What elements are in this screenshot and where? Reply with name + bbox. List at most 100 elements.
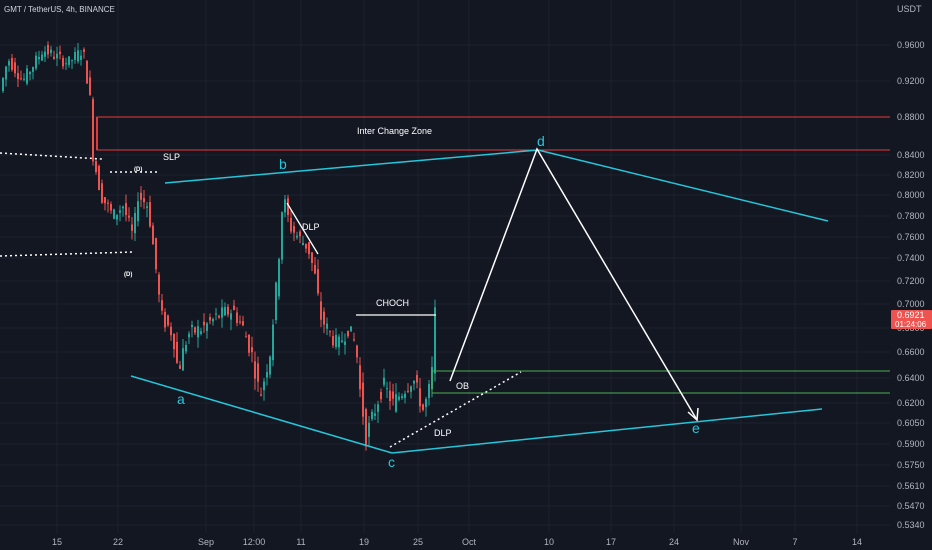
candle-body bbox=[116, 214, 118, 220]
candle-body bbox=[284, 199, 286, 213]
candle-body bbox=[422, 404, 424, 410]
grid bbox=[0, 0, 890, 533]
price-tick-label: 0.8400 bbox=[897, 150, 925, 160]
candle-body bbox=[428, 383, 430, 399]
candle-body bbox=[176, 341, 178, 363]
candle-body bbox=[179, 365, 181, 369]
candle-body bbox=[293, 226, 295, 233]
candle-body bbox=[248, 334, 250, 353]
candle-body bbox=[266, 372, 268, 378]
candle-body bbox=[356, 345, 358, 358]
candle-body bbox=[332, 336, 334, 346]
dlp-label-top: DLP bbox=[302, 222, 320, 232]
choch-label: CHOCH bbox=[376, 298, 409, 308]
time-tick-label: Nov bbox=[733, 537, 750, 547]
current-price-badge bbox=[891, 310, 932, 329]
candle-body bbox=[74, 52, 76, 60]
candle-body bbox=[134, 212, 136, 234]
candle-body bbox=[215, 313, 217, 315]
price-tick-label: 0.5750 bbox=[897, 460, 925, 470]
candle-body bbox=[128, 215, 130, 218]
candle-body bbox=[11, 58, 13, 70]
price-tick-label: 0.7400 bbox=[897, 253, 925, 263]
candle-body bbox=[161, 300, 163, 311]
candle-body bbox=[374, 413, 376, 416]
candle-body bbox=[341, 340, 343, 342]
ob-zone[interactable] bbox=[431, 370, 932, 394]
candle-body bbox=[278, 259, 280, 297]
price-axis-unit: USDT bbox=[897, 4, 922, 14]
time-axis[interactable]: 15 22 Sep 12:00 11 19 25 Oct 10 17 24 Nov 7 14 bbox=[0, 533, 890, 550]
time-tick-label: Oct bbox=[462, 537, 477, 547]
current-price-label: 0.6921 bbox=[897, 310, 925, 320]
candle-body bbox=[386, 388, 388, 390]
price-axis[interactable]: USDT 0.9600 0.9200 0.8800 0.8400 0.8200 0.800… bbox=[890, 0, 932, 550]
candle-body bbox=[122, 206, 124, 209]
candle-body bbox=[131, 224, 133, 231]
candle-body bbox=[407, 390, 409, 392]
slp-label: SLP bbox=[163, 152, 180, 162]
candle-body bbox=[26, 68, 28, 84]
candle-body bbox=[233, 305, 235, 310]
upper-trendline-left bbox=[164, 149, 539, 184]
price-tick-label: 0.7000 bbox=[897, 299, 925, 309]
candle-body bbox=[230, 313, 232, 320]
candle-body bbox=[326, 323, 328, 329]
candle-body bbox=[47, 44, 49, 55]
candle-body bbox=[275, 282, 277, 321]
liquidity-line-dlp bbox=[389, 371, 522, 448]
candle-body bbox=[362, 382, 364, 417]
wave-label-a: a bbox=[177, 391, 185, 407]
candle-body bbox=[5, 66, 7, 80]
candle-body bbox=[380, 392, 382, 400]
inter-change-zone[interactable] bbox=[96, 116, 932, 151]
candle-body bbox=[95, 161, 97, 173]
marker-d-top: (D) bbox=[134, 167, 142, 173]
price-tick-label: 0.6200 bbox=[897, 398, 925, 408]
wave-label-d: d bbox=[537, 133, 545, 149]
candle-body bbox=[212, 318, 214, 322]
candle-body bbox=[62, 57, 64, 67]
candle-body bbox=[416, 375, 418, 383]
candle-body bbox=[20, 78, 22, 80]
candle-body bbox=[119, 210, 121, 213]
candle-body bbox=[281, 212, 283, 260]
candle-body bbox=[185, 344, 187, 352]
candle-body bbox=[335, 334, 337, 347]
candle-body bbox=[239, 321, 241, 323]
candle-body bbox=[221, 307, 223, 318]
candle-body bbox=[92, 99, 94, 162]
candle-body bbox=[140, 192, 142, 200]
candle-body bbox=[35, 55, 37, 69]
candle-body bbox=[320, 301, 322, 320]
price-tick-label: 0.7200 bbox=[897, 276, 925, 286]
candle-body bbox=[158, 274, 160, 295]
candle-body bbox=[125, 203, 127, 215]
upper-trendline-right bbox=[537, 149, 829, 222]
ob-label: OB bbox=[456, 381, 469, 391]
candle-body bbox=[17, 73, 19, 80]
candle-body bbox=[14, 62, 16, 74]
drawings: Inter Change Zone OB CHOCH SLP DLP DLP (… bbox=[0, 116, 932, 470]
time-tick-label: 12:00 bbox=[243, 537, 266, 547]
price-tick-label: 0.6400 bbox=[897, 373, 925, 383]
candle-body bbox=[236, 312, 238, 323]
candle-body bbox=[245, 336, 247, 338]
time-tick-label: 15 bbox=[52, 537, 62, 547]
candle-body bbox=[32, 67, 34, 72]
candle-body bbox=[59, 51, 61, 55]
dlp-line bbox=[286, 202, 319, 255]
price-tick-label: 0.8800 bbox=[897, 112, 925, 122]
candle-body bbox=[68, 56, 70, 65]
countdown-label: 01:24:06 bbox=[895, 320, 927, 329]
candle-body bbox=[41, 54, 43, 61]
candle-body bbox=[302, 242, 304, 245]
candle-body bbox=[23, 78, 25, 80]
price-tick-label: 0.8200 bbox=[897, 170, 925, 180]
candle-body bbox=[434, 307, 436, 374]
price-tick-label: 0.7800 bbox=[897, 211, 925, 221]
inter-change-zone-label: Inter Change Zone bbox=[357, 126, 432, 136]
candle-body bbox=[56, 53, 58, 59]
wave-label-c: c bbox=[388, 454, 395, 470]
candle-body bbox=[167, 315, 169, 326]
